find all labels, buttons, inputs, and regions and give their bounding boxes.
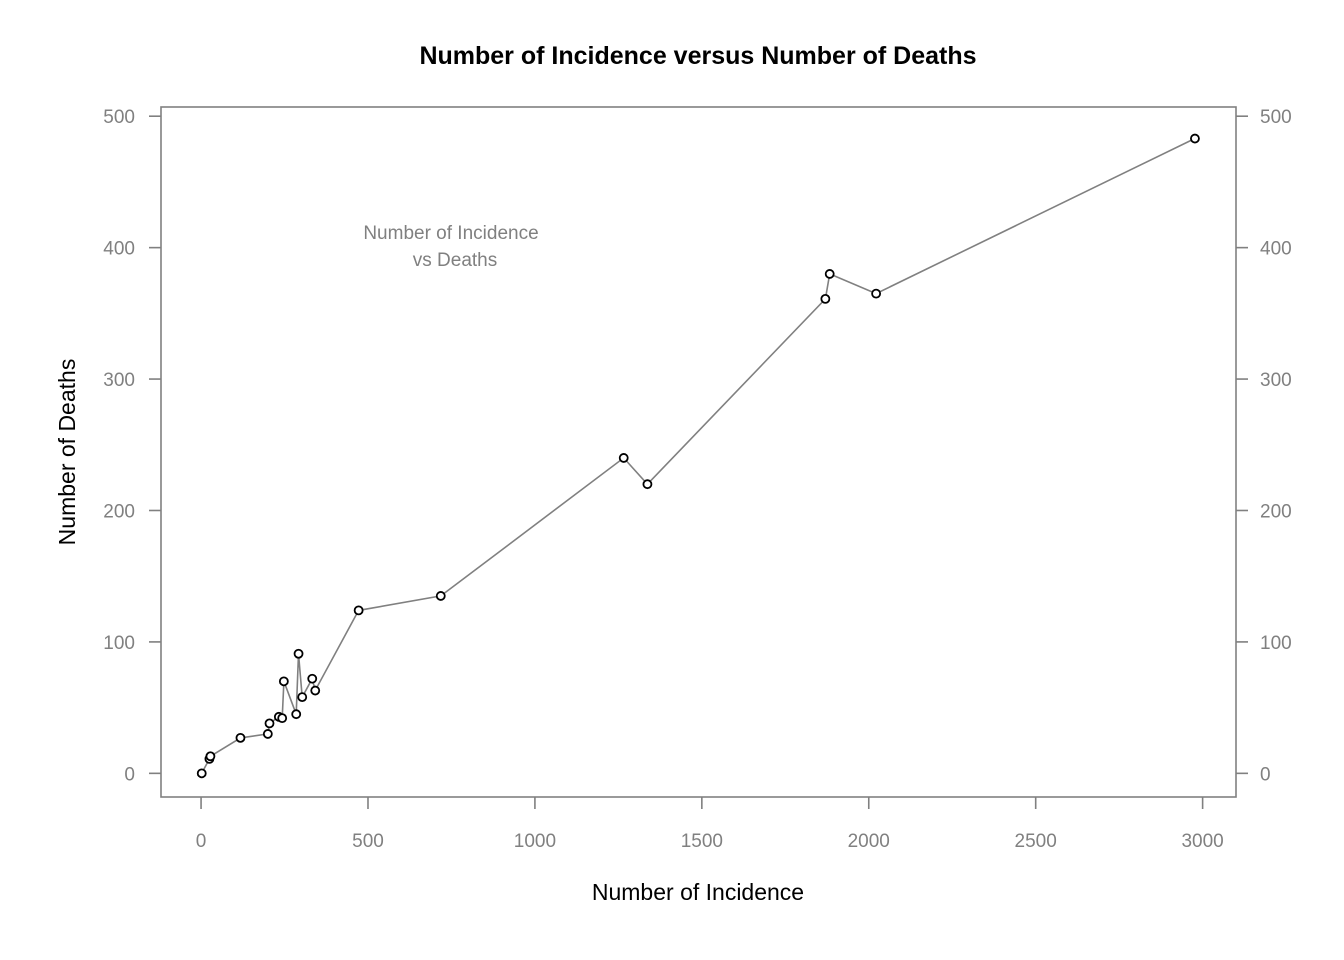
y-right-tick-label-4: 400 bbox=[1260, 239, 1292, 260]
x-tick-label-6: 3000 bbox=[1181, 831, 1223, 852]
y-right-tick-label-5: 500 bbox=[1260, 107, 1292, 128]
y-right-tick-label-3: 300 bbox=[1260, 370, 1292, 391]
y-left-tick-label-1: 100 bbox=[103, 633, 135, 654]
chart-title: Number of Incidence versus Number of Dea… bbox=[419, 42, 976, 70]
y-left-tick-label-0: 0 bbox=[124, 764, 135, 785]
data-point-10 bbox=[293, 648, 304, 659]
data-point-8 bbox=[278, 676, 289, 687]
data-point-2 bbox=[205, 751, 216, 762]
x-tick-label-4: 2000 bbox=[848, 831, 890, 852]
chart-annotation-line-2: vs Deaths bbox=[413, 250, 497, 271]
data-point-17 bbox=[642, 479, 653, 490]
data-point-3 bbox=[235, 732, 246, 743]
y-left-tick-label-3: 300 bbox=[103, 370, 135, 391]
x-tick-label-3: 1500 bbox=[681, 831, 723, 852]
y-right-tick-label-1: 100 bbox=[1260, 633, 1292, 654]
data-point-14 bbox=[353, 605, 364, 616]
data-point-19 bbox=[824, 269, 835, 279]
x-tick-label-5: 2500 bbox=[1015, 831, 1057, 852]
data-point-21 bbox=[1190, 133, 1200, 144]
data-point-0 bbox=[196, 768, 207, 779]
data-point-9 bbox=[291, 709, 302, 720]
data-point-4 bbox=[262, 729, 273, 739]
y-axis-right: 0 100 200 300 400 500 bbox=[1236, 107, 1292, 785]
x-axis: 0 500 1000 1500 2000 2500 3000 bbox=[196, 797, 1224, 852]
series-incidence-vs-deaths bbox=[196, 133, 1200, 779]
y-axis-label: Number of Deaths bbox=[54, 359, 80, 546]
series-line bbox=[200, 137, 1196, 774]
data-point-11 bbox=[297, 692, 308, 703]
data-point-20 bbox=[871, 288, 882, 299]
x-tick-label-1: 500 bbox=[352, 831, 384, 852]
data-point-5 bbox=[264, 718, 275, 729]
x-axis-label: Number of Incidence bbox=[592, 879, 804, 905]
y-left-tick-label-2: 200 bbox=[103, 501, 135, 522]
x-tick-label-0: 0 bbox=[196, 831, 207, 852]
y-left-tick-label-5: 500 bbox=[103, 107, 135, 128]
data-point-16 bbox=[618, 453, 629, 463]
chart-annotation-line-1: Number of Incidence bbox=[363, 223, 538, 244]
data-point-7 bbox=[277, 713, 288, 724]
data-point-13 bbox=[310, 685, 321, 696]
data-point-18 bbox=[820, 293, 831, 304]
data-point-12 bbox=[307, 673, 318, 684]
data-point-15 bbox=[435, 591, 446, 601]
plot-area-border bbox=[160, 106, 1237, 798]
y-right-tick-label-2: 200 bbox=[1260, 501, 1292, 522]
y-axis-left: 0 100 200 300 400 500 bbox=[103, 107, 161, 785]
x-tick-label-2: 1000 bbox=[514, 831, 556, 852]
y-right-tick-label-0: 0 bbox=[1260, 764, 1271, 785]
y-left-tick-label-4: 400 bbox=[103, 239, 135, 260]
